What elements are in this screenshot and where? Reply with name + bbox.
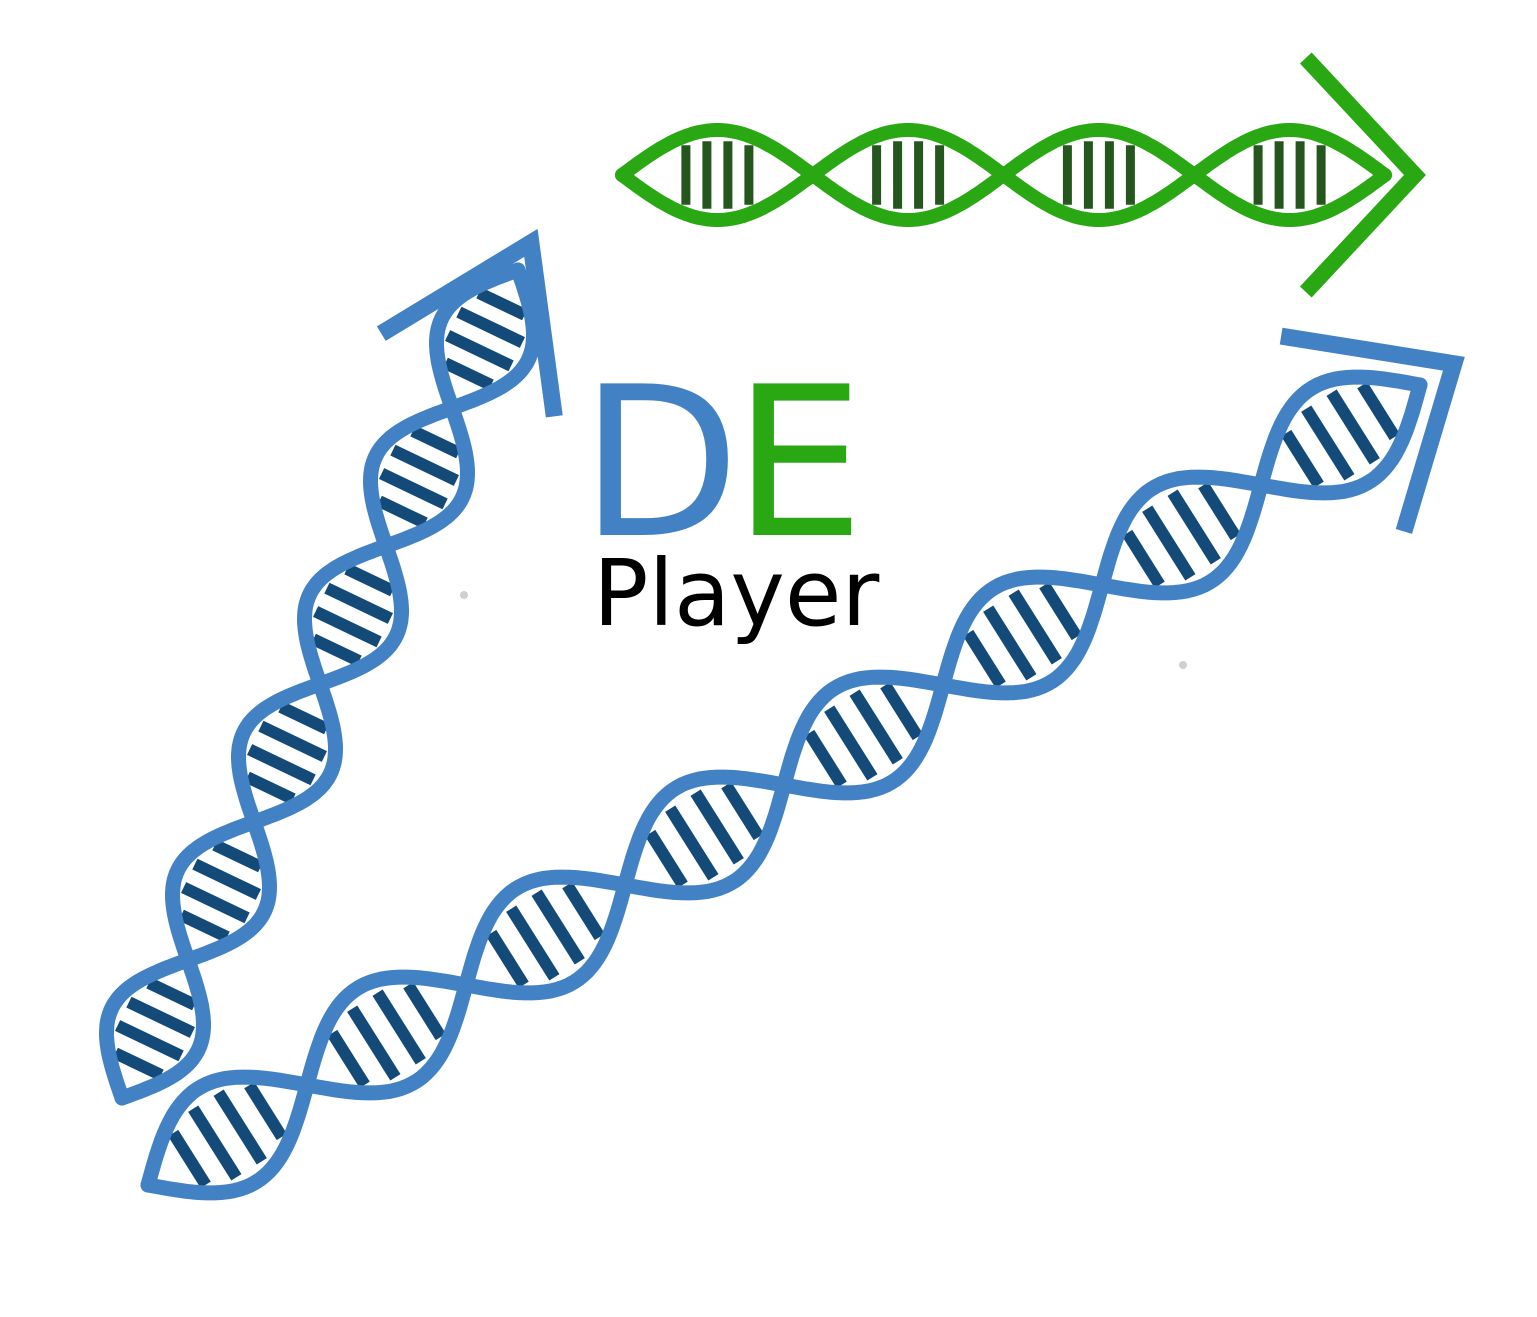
helix-rung: [181, 882, 250, 924]
speck-dot: [460, 591, 468, 599]
helix-strand: [99, 262, 541, 1106]
helix-rung: [146, 977, 198, 1011]
helix-rung: [476, 287, 528, 321]
helix-rung: [1301, 405, 1355, 481]
helix-rung: [379, 468, 448, 510]
helix-rung: [983, 605, 1037, 681]
helix-rung: [324, 582, 393, 624]
helix-rung: [410, 425, 462, 459]
helix-rung: [531, 889, 585, 965]
helix-rung: [486, 929, 529, 988]
helix-rung: [1039, 582, 1082, 641]
helix-rung: [244, 771, 296, 805]
helix-rung: [376, 495, 428, 529]
helix-rung: [390, 444, 459, 486]
helix-rung: [347, 1005, 401, 1081]
helix-strand: [615, 123, 1392, 227]
helix-rung: [258, 720, 327, 762]
helix-rung: [1281, 429, 1324, 488]
helix-rung: [372, 989, 426, 1065]
helix-rung: [1142, 505, 1196, 581]
helix-rung: [247, 744, 316, 786]
helix-rung: [213, 1089, 267, 1165]
helix-rung: [880, 682, 923, 741]
helix-rung: [212, 839, 264, 873]
helix-arrowhead: [1279, 327, 1465, 534]
logo-letter-e: E: [733, 343, 865, 585]
helix-rung: [690, 789, 744, 865]
helix-rung: [1008, 589, 1062, 665]
helix-rung: [178, 909, 230, 943]
helix-rung: [963, 629, 1006, 688]
helix-rung: [112, 1047, 164, 1081]
helix-rung: [1122, 529, 1165, 588]
top-dna-helix-arrow-icon: [615, 52, 1426, 298]
helix-rung: [824, 705, 878, 781]
helix-arrowhead: [1299, 52, 1426, 298]
helix-strand: [140, 377, 1428, 1193]
helix-rung: [804, 729, 847, 788]
helix-rung: [1167, 489, 1221, 565]
helix-rung: [115, 1020, 184, 1062]
speck-dot: [1179, 661, 1187, 669]
helix-rung: [244, 1082, 287, 1141]
helix-rung: [849, 689, 903, 765]
helix-rung: [445, 330, 514, 372]
helix-arrowhead: [376, 228, 563, 418]
helix-rung: [1357, 382, 1400, 441]
helix-rung: [721, 782, 764, 841]
helix-rung: [168, 1129, 211, 1188]
helix-rung: [562, 882, 605, 941]
helix-rung: [344, 563, 396, 597]
helix-rung: [310, 633, 362, 667]
helix-rung: [1326, 389, 1380, 465]
helix-rung: [403, 982, 446, 1041]
helix-rung: [645, 829, 688, 888]
helix-rung: [278, 701, 330, 735]
logo-letter-d: D: [580, 343, 741, 585]
helix-rung: [456, 306, 525, 348]
helix-rung: [188, 1105, 242, 1181]
helix-rung: [665, 805, 719, 881]
helix-rung: [1198, 482, 1241, 541]
logo-subtitle-player: Player: [593, 540, 880, 647]
helix-rung: [442, 357, 494, 391]
left-dna-helix-arrow-icon: [99, 228, 563, 1106]
helix-rung: [313, 606, 382, 648]
helix-rung: [327, 1029, 370, 1088]
helix-rung: [126, 996, 195, 1038]
helix-rung: [506, 905, 560, 981]
helix-rung: [192, 858, 261, 900]
bottom-dna-helix-arrow-icon: [140, 327, 1465, 1201]
